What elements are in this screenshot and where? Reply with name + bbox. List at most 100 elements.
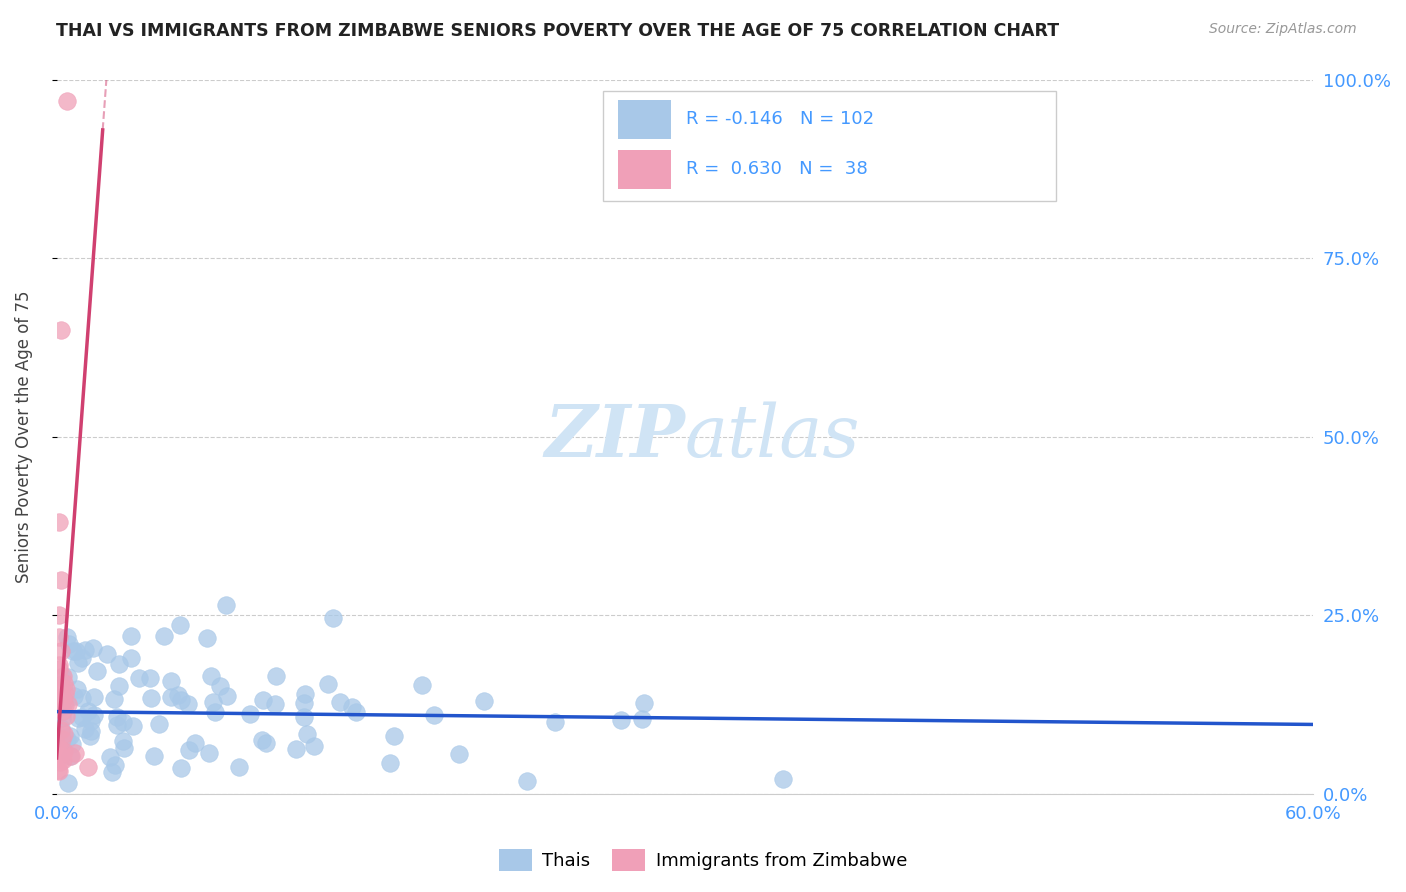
Point: [48, 764, 70, 778]
Point: [51, 743, 73, 757]
Point: [60, 748, 83, 763]
Point: [122, 719, 145, 733]
Point: [67, 656, 90, 670]
Text: R =  0.630   N =  38: R = 0.630 N = 38: [686, 161, 868, 178]
Point: [329, 695, 352, 709]
Point: [49, 573, 72, 587]
Point: [108, 657, 131, 671]
Point: [52, 704, 75, 718]
Point: [544, 715, 567, 730]
Point: [228, 760, 250, 774]
Point: [56, 95, 79, 109]
Point: [46, 681, 69, 696]
Point: [103, 691, 125, 706]
Point: [322, 611, 344, 625]
Point: [70, 710, 93, 724]
Point: [148, 716, 170, 731]
Point: [304, 739, 326, 753]
Point: [83, 707, 105, 722]
Point: [49, 644, 72, 658]
Point: [70, 690, 93, 705]
Point: [112, 740, 135, 755]
Point: [183, 736, 205, 750]
Point: [472, 693, 495, 707]
Point: [215, 689, 238, 703]
Point: [70, 651, 93, 665]
Point: [51, 669, 73, 683]
Point: [111, 714, 134, 729]
Point: [49, 700, 72, 714]
Point: [179, 743, 201, 757]
Point: [250, 732, 273, 747]
Point: [58, 749, 80, 764]
Point: [55, 709, 77, 723]
Point: [53, 731, 76, 746]
Point: [378, 756, 401, 771]
Point: [58, 729, 80, 743]
Text: R = -0.146   N = 102: R = -0.146 N = 102: [686, 111, 875, 128]
Point: [111, 734, 134, 748]
FancyBboxPatch shape: [619, 150, 671, 189]
Point: [152, 629, 174, 643]
Point: [239, 707, 262, 722]
Point: [49, 690, 72, 705]
Point: [108, 679, 131, 693]
Point: [83, 690, 105, 704]
Text: atlas: atlas: [685, 401, 860, 472]
Point: [120, 629, 142, 643]
Point: [411, 678, 433, 692]
Point: [48, 662, 70, 676]
Point: [48, 658, 70, 673]
Point: [610, 714, 633, 728]
Point: [285, 742, 308, 756]
Point: [48, 516, 70, 530]
Legend: Thais, Immigrants from Zimbabwe: Thais, Immigrants from Zimbabwe: [492, 842, 914, 879]
Point: [169, 693, 191, 707]
Point: [56, 776, 79, 790]
Point: [316, 677, 339, 691]
Point: [447, 747, 470, 761]
Point: [73, 643, 96, 657]
Point: [46, 700, 69, 714]
Point: [66, 711, 89, 725]
Point: [63, 746, 86, 760]
Point: [49, 680, 72, 694]
Point: [177, 697, 200, 711]
Point: [53, 694, 76, 708]
FancyBboxPatch shape: [603, 91, 1056, 202]
Point: [292, 696, 315, 710]
Point: [48, 608, 70, 623]
Point: [49, 755, 72, 769]
Point: [120, 651, 142, 665]
Point: [159, 690, 181, 705]
Point: [516, 774, 538, 789]
Point: [77, 704, 100, 718]
Point: [49, 723, 72, 737]
Point: [264, 698, 287, 712]
Point: [128, 671, 150, 685]
Point: [49, 722, 72, 736]
Point: [382, 729, 405, 743]
Point: [82, 640, 104, 655]
Point: [204, 705, 226, 719]
Point: [53, 698, 76, 713]
Point: [80, 723, 103, 738]
Point: [56, 670, 79, 684]
Point: [58, 637, 80, 651]
Point: [198, 747, 221, 761]
Point: [46, 749, 69, 764]
Point: [170, 761, 193, 775]
Point: [52, 744, 75, 758]
Point: [63, 689, 86, 703]
Point: [53, 687, 76, 701]
Point: [46, 746, 69, 760]
Point: [295, 727, 318, 741]
Point: [46, 748, 69, 763]
Point: [772, 772, 794, 786]
Point: [141, 691, 163, 706]
Point: [58, 697, 80, 711]
Point: [65, 644, 87, 658]
Point: [344, 705, 367, 719]
Point: [294, 687, 316, 701]
Point: [51, 684, 73, 698]
